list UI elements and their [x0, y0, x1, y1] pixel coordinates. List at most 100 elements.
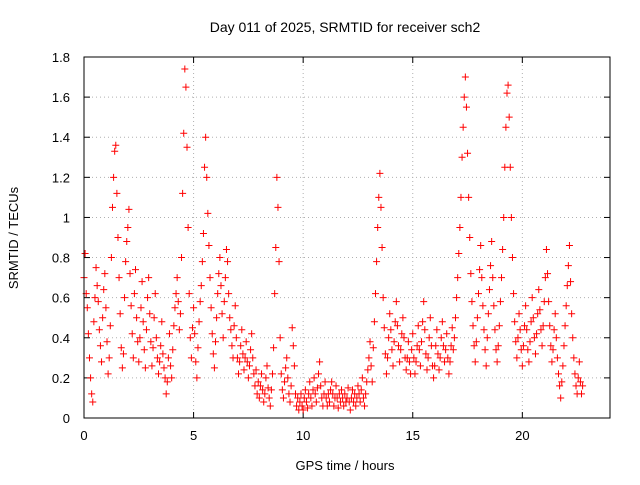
data-point: [451, 314, 459, 322]
data-point: [296, 398, 304, 406]
data-point: [373, 258, 381, 266]
data-point: [572, 382, 580, 390]
data-point: [273, 173, 281, 181]
data-point: [454, 274, 462, 282]
data-point: [508, 254, 516, 262]
data-point: [561, 322, 569, 330]
data-point: [286, 398, 294, 406]
data-point: [379, 294, 387, 302]
data-point: [459, 123, 467, 131]
data-point: [328, 378, 336, 386]
data-point: [115, 274, 123, 282]
data-point: [507, 213, 515, 221]
data-point: [93, 282, 101, 290]
data-point: [350, 398, 358, 406]
data-point: [265, 394, 273, 402]
data-point: [230, 322, 238, 330]
data-point: [368, 378, 376, 386]
data-point: [393, 322, 401, 330]
data-point: [150, 314, 158, 322]
data-point: [397, 346, 405, 354]
data-point: [384, 354, 392, 362]
data-point: [306, 378, 314, 386]
y-tick-label: 1.6: [52, 90, 70, 105]
data-point: [558, 378, 566, 386]
data-point: [490, 302, 498, 310]
data-point: [439, 342, 447, 350]
data-point: [176, 310, 184, 318]
data-point: [522, 302, 530, 310]
data-point: [447, 342, 455, 350]
data-point: [444, 354, 452, 362]
data-point: [321, 378, 329, 386]
data-point: [382, 370, 390, 378]
x-tick-label: 0: [80, 428, 87, 443]
data-point: [484, 310, 492, 318]
data-point: [107, 254, 115, 262]
data-point: [525, 358, 533, 366]
data-point: [103, 338, 111, 346]
data-point: [301, 386, 309, 394]
data-point: [148, 362, 156, 370]
data-point: [485, 286, 493, 294]
data-point: [104, 370, 112, 378]
data-point: [504, 81, 512, 89]
data-point: [297, 390, 305, 398]
x-tick-label: 5: [190, 428, 197, 443]
data-point: [377, 203, 385, 211]
data-point: [575, 358, 583, 366]
data-point: [141, 364, 149, 372]
data-point: [556, 382, 564, 390]
data-point: [371, 290, 379, 298]
data-point: [496, 298, 504, 306]
data-point: [276, 334, 284, 342]
data-point: [549, 346, 557, 354]
data-point: [356, 398, 364, 406]
data-point: [186, 334, 194, 342]
data-point: [110, 173, 118, 181]
data-point: [467, 270, 475, 278]
data-point: [191, 330, 199, 338]
data-point: [129, 354, 137, 362]
data-point: [399, 314, 407, 322]
data-point: [209, 350, 217, 358]
data-point: [562, 302, 570, 310]
data-point: [299, 406, 307, 414]
data-point: [443, 330, 451, 338]
data-point: [190, 304, 198, 312]
data-point: [145, 274, 153, 282]
data-point: [152, 334, 160, 342]
data-point: [550, 326, 558, 334]
data-point: [242, 338, 250, 346]
data-point: [181, 65, 189, 73]
data-point: [515, 310, 523, 318]
data-point: [113, 189, 121, 197]
data-point: [88, 390, 96, 398]
chart-title: Day 011 of 2025, SRMTID for receiver sch…: [210, 19, 481, 35]
data-point: [136, 334, 144, 342]
data-point: [430, 374, 438, 382]
data-point: [260, 398, 268, 406]
data-point: [240, 366, 248, 374]
data-point: [84, 330, 92, 338]
data-point: [422, 350, 430, 358]
data-point: [235, 370, 243, 378]
data-point: [195, 318, 203, 326]
data-point: [437, 334, 445, 342]
data-point: [185, 290, 193, 298]
y-tick-label: 1: [63, 210, 70, 225]
data-point: [112, 141, 120, 149]
data-point: [548, 358, 556, 366]
data-point: [564, 262, 572, 270]
data-point: [472, 338, 480, 346]
data-point: [388, 346, 396, 354]
data-point: [478, 274, 486, 282]
data-point: [531, 350, 539, 358]
data-point: [300, 394, 308, 402]
data-point: [262, 374, 270, 382]
data-point: [330, 402, 338, 410]
data-point: [180, 129, 188, 137]
data-point: [126, 270, 134, 278]
data-point: [413, 342, 421, 350]
data-point: [311, 390, 319, 398]
